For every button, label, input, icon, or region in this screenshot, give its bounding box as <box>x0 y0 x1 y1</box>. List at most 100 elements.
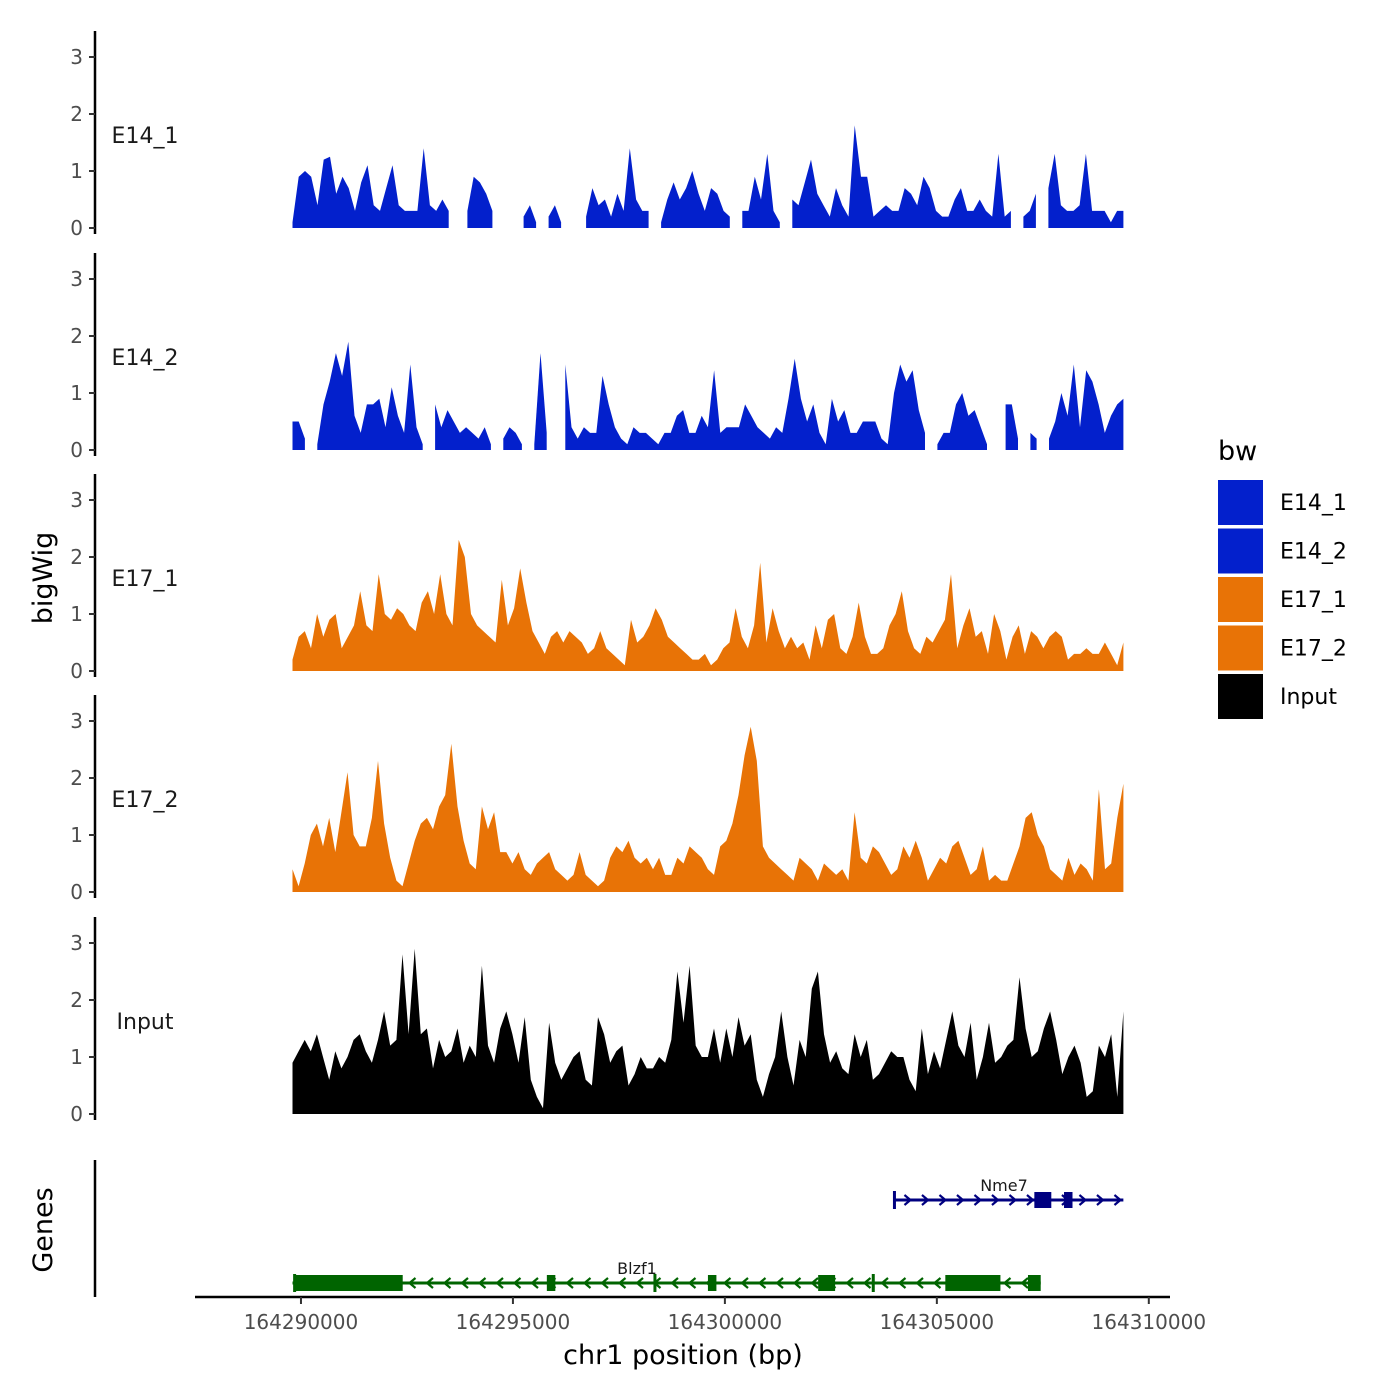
gene-label: Blzf1 <box>617 1259 657 1278</box>
y-tick-label: 0 <box>70 880 83 904</box>
gene-exon <box>546 1275 556 1291</box>
y-tick-label: 1 <box>70 823 83 847</box>
y-tick-label: 3 <box>70 267 83 291</box>
gene-exon <box>1027 1275 1041 1291</box>
strand-chevron <box>973 1194 983 1206</box>
coverage-area <box>534 353 547 450</box>
tracks-layer: 0 1 2 3 E14_1 0 1 2 3 E14_2 0 1 2 3 E17_1 0 1 2 3 E17_2 0 1 2 3… <box>70 31 1124 1126</box>
strand-chevron <box>903 1194 913 1206</box>
legend-swatch <box>1218 625 1263 671</box>
strand-chevron <box>477 1277 487 1289</box>
coverage-area <box>292 726 1124 892</box>
strand-chevron <box>407 1277 417 1289</box>
strand-chevron <box>460 1277 469 1289</box>
strand-chevron <box>915 1277 924 1289</box>
coverage-area <box>792 125 1011 228</box>
y-tick-label: 0 <box>70 438 83 462</box>
y-tick-label: 1 <box>70 381 83 405</box>
gene-exon <box>945 1275 1001 1291</box>
y-tick-label: 1 <box>70 602 83 626</box>
y-tick-label: 3 <box>70 45 83 69</box>
strand-chevron <box>938 1194 948 1206</box>
strand-chevron <box>845 1277 854 1289</box>
coverage-area <box>1048 153 1124 228</box>
legend-label: E17_1 <box>1280 588 1347 613</box>
x-axis-title: chr1 position (bp) <box>563 1340 803 1371</box>
x-tick-label: 164295000 <box>456 1310 571 1334</box>
strand-chevron <box>495 1277 504 1289</box>
gene-exon <box>294 1275 403 1291</box>
strand-chevron <box>991 1194 1000 1206</box>
strand-chevron <box>687 1277 697 1289</box>
legend-title: bw <box>1218 436 1257 467</box>
strand-chevron <box>775 1277 784 1289</box>
y-axis-title: bigWig <box>28 532 59 625</box>
track-label: Input <box>117 1010 174 1035</box>
gene-nme7: Nme7 <box>892 1176 1124 1209</box>
y-tick-label: 2 <box>70 545 83 569</box>
strand-chevron <box>670 1277 679 1289</box>
y-tick-label: 2 <box>70 766 83 790</box>
track-e17-1: 0 1 2 3 E17_1 <box>70 474 1124 683</box>
coverage-area <box>317 341 423 450</box>
legend-label: E14_1 <box>1280 491 1347 516</box>
legend-swatch <box>1218 528 1263 574</box>
coverage-area <box>292 948 1124 1114</box>
strand-chevron <box>600 1277 609 1289</box>
coverage-area <box>1023 193 1036 228</box>
coverage-area <box>467 176 493 228</box>
y-tick-label: 0 <box>70 659 83 683</box>
track-input: 0 1 2 3 Input <box>70 917 1124 1126</box>
legend-swatch <box>1218 674 1263 719</box>
coverage-area <box>742 153 780 228</box>
strand-chevron <box>932 1277 942 1289</box>
y-tick-label: 1 <box>70 159 83 183</box>
strand-chevron <box>921 1194 930 1206</box>
strand-chevron <box>1008 1194 1018 1206</box>
coverage-area <box>1005 404 1018 450</box>
strand-chevron <box>722 1277 732 1289</box>
coverage-area <box>548 205 562 228</box>
y-tick-label: 3 <box>70 931 83 955</box>
strand-chevron <box>1078 1194 1088 1206</box>
coverage-area <box>503 427 522 450</box>
legend-swatch <box>1218 480 1263 525</box>
strand-chevron <box>425 1277 434 1289</box>
coverage-area <box>565 358 925 450</box>
track-e14-1: 0 1 2 3 E14_1 <box>70 31 1124 240</box>
gene-exon <box>818 1275 836 1291</box>
strand-chevron <box>617 1277 627 1289</box>
legend: bw E14_1 E14_2 E17_1 E17_2 Input <box>1218 436 1347 719</box>
track-e14-2: 0 1 2 3 E14_2 <box>70 253 1124 462</box>
gene-exon <box>1034 1192 1052 1208</box>
legend-swatch <box>1218 577 1263 622</box>
coverage-area <box>435 404 491 450</box>
coverage-area <box>586 148 649 228</box>
track-label: E17_1 <box>112 567 179 592</box>
strand-chevron <box>897 1277 907 1289</box>
strand-chevron <box>582 1277 592 1289</box>
y-tick-label: 2 <box>70 324 83 348</box>
strand-chevron <box>1096 1194 1105 1206</box>
strand-chevron <box>635 1277 644 1289</box>
legend-label: E17_2 <box>1280 637 1347 662</box>
strand-chevron <box>512 1277 522 1289</box>
coverage-area <box>1030 432 1037 450</box>
x-tick-label: 164310000 <box>1092 1310 1207 1334</box>
strand-chevron <box>810 1277 819 1289</box>
y-tick-label: 3 <box>70 488 83 512</box>
x-tick-label: 164290000 <box>244 1310 359 1334</box>
y-tick-label: 3 <box>70 709 83 733</box>
gene-blzf1: Blzf1 <box>292 1259 1041 1292</box>
coverage-area <box>523 205 537 228</box>
y-tick-label: 1 <box>70 1045 83 1069</box>
strand-chevron <box>757 1277 767 1289</box>
x-axis: 164290000 164295000 164300000 164305000 1643… <box>195 1295 1207 1334</box>
y-tick-label: 2 <box>70 102 83 126</box>
x-tick-label: 164305000 <box>880 1310 995 1334</box>
track-label: E14_2 <box>112 346 179 371</box>
coverage-area <box>937 393 987 450</box>
strand-chevron <box>565 1277 574 1289</box>
strand-chevron <box>530 1277 539 1289</box>
genes-panel: Nme7 Blzf1 <box>93 1160 1124 1297</box>
